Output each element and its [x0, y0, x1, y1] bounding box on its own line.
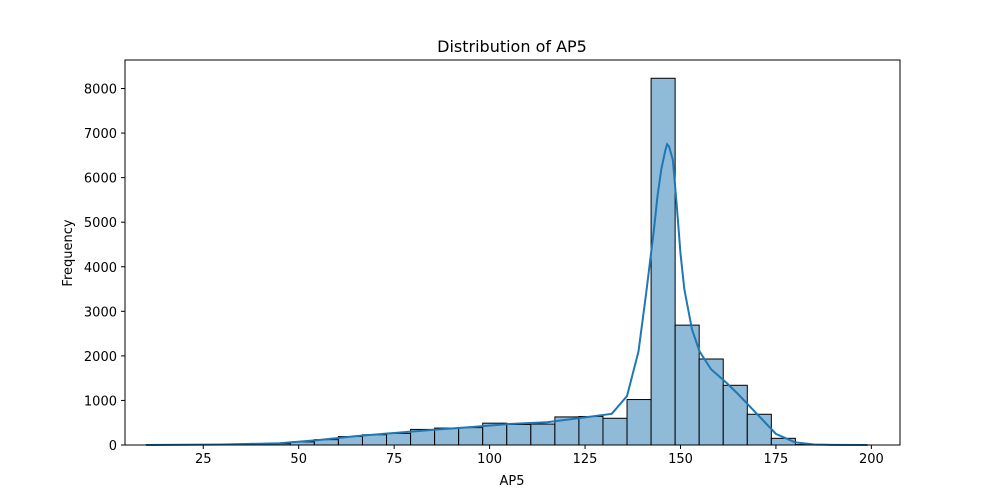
histogram-bar — [361, 434, 388, 446]
histogram-bar — [602, 417, 628, 446]
x-tick-label: 25 — [195, 452, 212, 467]
chart-title: Distribution of AP5 — [437, 37, 587, 56]
histogram-bar — [722, 384, 748, 446]
plot-frame — [124, 59, 901, 446]
y-tick-label: 1000 — [84, 394, 117, 409]
x-tick-label: 75 — [386, 452, 403, 467]
histogram-bar — [530, 423, 556, 446]
histogram-bar — [386, 432, 412, 446]
histogram-bar — [698, 358, 724, 446]
x-tick-label: 200 — [859, 452, 884, 467]
y-tick-label: 0 — [109, 439, 117, 454]
y-tick-label: 6000 — [84, 172, 117, 187]
y-axis-label: Frequency — [61, 219, 76, 286]
x-tick-label: 125 — [573, 452, 598, 467]
histogram-bar — [674, 324, 700, 446]
histogram-bar — [506, 424, 532, 446]
x-tick-label: 100 — [477, 452, 502, 467]
axes-group: 25 50 75 100 125 150 175 2000100020003000400050… — [84, 83, 884, 467]
histogram-bar — [746, 413, 772, 446]
histogram-bar — [578, 415, 604, 446]
y-tick-label: 4000 — [84, 261, 117, 276]
bars-group — [145, 77, 869, 446]
histogram-bar — [434, 427, 460, 446]
kde-curve — [145, 142, 868, 446]
histogram-bar — [650, 77, 676, 446]
y-tick-label: 7000 — [84, 127, 117, 142]
y-tick-label: 3000 — [84, 305, 117, 320]
histogram-bar — [626, 399, 652, 446]
y-tick-label: 2000 — [84, 350, 117, 365]
x-tick-label: 150 — [668, 452, 693, 467]
x-tick-label: 50 — [290, 452, 307, 467]
histogram-bar — [458, 427, 484, 446]
x-axis-label: AP5 — [499, 474, 524, 489]
y-tick-label: 5000 — [84, 216, 117, 231]
x-tick-label: 175 — [764, 452, 789, 467]
y-tick-label: 8000 — [84, 83, 117, 98]
